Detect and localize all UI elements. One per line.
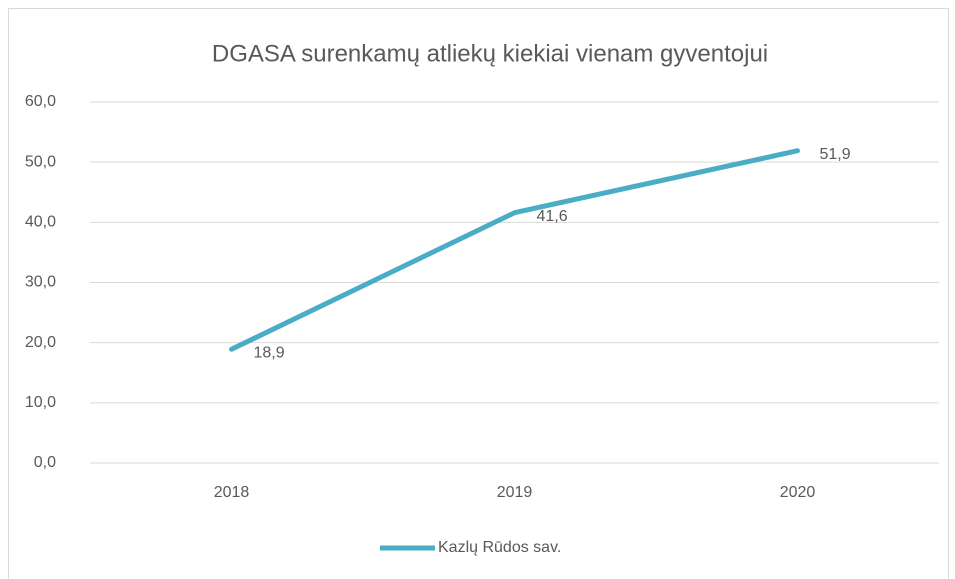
x-tick-label: 2020 [780,484,816,501]
y-tick-label: 30,0 [25,274,56,291]
x-tick-label: 2018 [214,484,250,501]
y-tick-label: 50,0 [25,153,56,170]
y-tick-label: 10,0 [25,394,56,411]
x-tick-label: 2019 [497,484,533,501]
y-tick-label: 40,0 [25,214,56,231]
data-line [229,148,800,352]
chart-title: DGASA surenkamų atliekų kiekiai vienam g… [212,40,768,67]
data-label: 51,9 [820,146,851,163]
data-label: 18,9 [254,345,285,362]
y-tick-label: 20,0 [25,334,56,351]
data-label: 41,6 [537,208,568,225]
legend-label: Kazlų Rūdos sav. [438,539,561,556]
y-tick-label: 60,0 [25,93,56,110]
y-tick-label: 0,0 [34,454,56,471]
chart-frame [8,8,949,579]
